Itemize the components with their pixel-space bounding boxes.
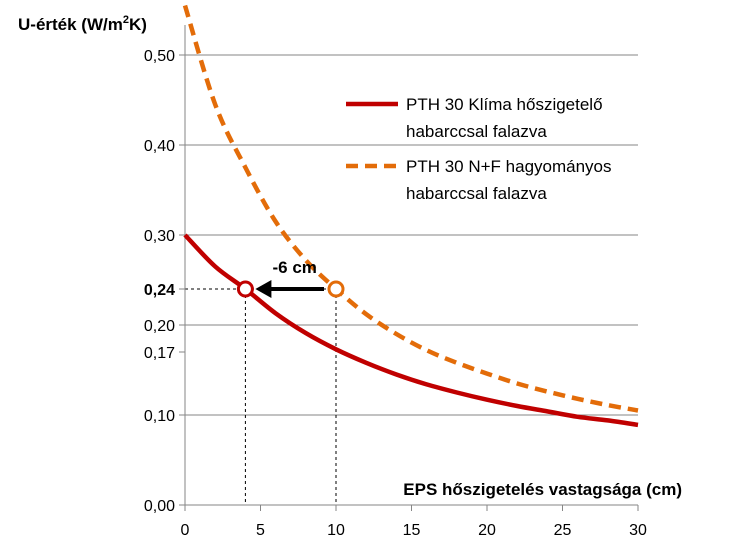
y-tick-labels: 0,00 0,10 0,17 0,20 0,24 0,30 0,40 0,50 <box>144 48 175 515</box>
y-axis-title-end: K) <box>129 15 147 34</box>
series-line-nf <box>182 4 639 413</box>
x-tick-label: 25 <box>554 522 572 539</box>
y-tick-label: 0,50 <box>144 48 175 65</box>
x-tick-label: 15 <box>403 522 421 539</box>
y-axis-title: U-érték (W/m2K) <box>18 14 147 34</box>
annotations: -6 cm <box>236 258 345 298</box>
y-tick-label: 0,24 <box>144 282 175 299</box>
x-tick-label: 5 <box>256 522 265 539</box>
x-axis-title: EPS hőszigetelés vastagsága (cm) <box>403 480 682 499</box>
y-tick-label: 0,00 <box>144 498 175 515</box>
y-tick-label: 0,40 <box>144 138 175 155</box>
marker-nf <box>327 280 345 298</box>
y-axis-title-main: U-érték (W/m <box>18 15 123 34</box>
y-tick-label: 0,30 <box>144 228 175 245</box>
x-tick-label: 30 <box>629 522 647 539</box>
y-tick-label: 0,10 <box>144 408 175 425</box>
x-tick-labels: 0 5 10 15 20 25 30 <box>181 522 647 539</box>
legend-label-nf-line1: PTH 30 N+F hagyományos <box>406 157 612 176</box>
y-tick-label: 0,20 <box>144 318 175 335</box>
legend-label-klima-line1: PTH 30 Klíma hőszigetelő <box>406 95 603 114</box>
legend-label-klima-line2: habarccsal falazva <box>406 122 547 141</box>
x-tick-label: 10 <box>327 522 345 539</box>
y-axis-title-superscript: 2 <box>123 14 129 26</box>
shift-label: -6 cm <box>272 258 316 277</box>
y-tick-label: 0,17 <box>144 345 175 362</box>
legend: PTH 30 Klíma hőszigetelő habarccsal fala… <box>346 95 612 203</box>
reference-lines <box>185 288 337 505</box>
series-line-klima <box>183 233 639 428</box>
x-tick-label: 0 <box>181 522 190 539</box>
shift-arrow-head <box>255 280 272 298</box>
series-lines <box>182 4 639 428</box>
axes <box>179 25 639 511</box>
legend-label-nf-line2: habarccsal falazva <box>406 184 547 203</box>
marker-klima <box>236 280 254 298</box>
x-tick-label: 20 <box>478 522 496 539</box>
